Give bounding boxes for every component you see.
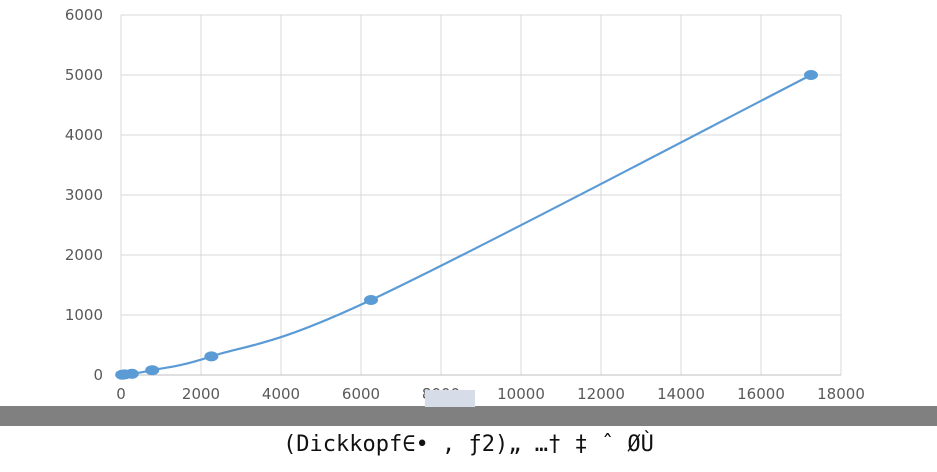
x-tick-label: 18000 — [817, 385, 865, 400]
y-tick-label: 4000 — [65, 126, 103, 144]
data-point — [204, 351, 219, 362]
overlay-bar — [0, 406, 937, 426]
overlay-patch — [425, 390, 475, 407]
x-tick-label: 0 — [116, 385, 126, 400]
y-tick-label: 2000 — [65, 246, 103, 264]
x-tick-label: 2000 — [182, 385, 220, 400]
data-point — [145, 365, 160, 376]
y-tick-label: 6000 — [65, 6, 103, 24]
x-tick-label: 12000 — [577, 385, 625, 400]
data-point — [364, 295, 378, 305]
y-tick-label: 3000 — [65, 186, 103, 204]
x-tick-label: 4000 — [262, 385, 300, 400]
data-points — [115, 70, 818, 380]
series-trend-line — [122, 74, 812, 376]
chart: 0100020003000400050006000020004000600080… — [65, 6, 865, 400]
axes — [120, 15, 841, 376]
x-tick-label: 14000 — [657, 385, 705, 400]
y-tick-label: 0 — [93, 366, 103, 384]
tick-labels: 0100020003000400050006000020004000600080… — [65, 6, 865, 400]
x-tick-label: 16000 — [737, 385, 785, 400]
x-tick-label: 6000 — [342, 385, 380, 400]
y-tick-label: 1000 — [65, 306, 103, 324]
y-tick-label: 5000 — [65, 66, 103, 84]
x-tick-label: 10000 — [497, 385, 545, 400]
grid-lines — [121, 14, 842, 375]
data-point — [124, 368, 139, 379]
figure-caption: (Dickkopf∈• , ƒ2)„ …† ‡ ˆ ØÙ — [283, 432, 654, 457]
data-point — [804, 70, 818, 80]
